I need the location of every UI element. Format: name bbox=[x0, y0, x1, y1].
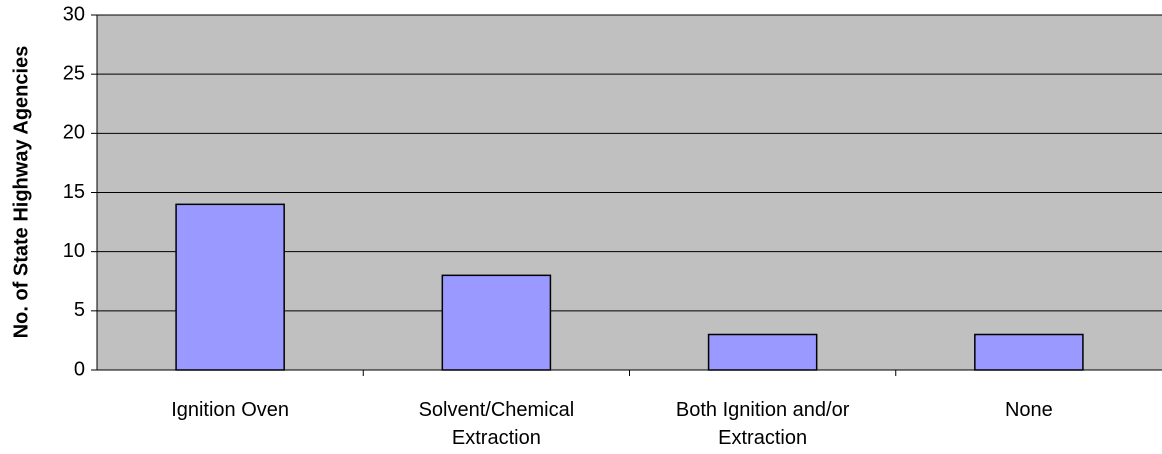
y-axis-label: No. of State Highway Agencies bbox=[10, 46, 32, 339]
x-tick-label: None bbox=[1004, 399, 1053, 421]
bar bbox=[175, 203, 285, 371]
y-tick-label: 15 bbox=[63, 181, 85, 203]
x-tick-label: Ignition Oven bbox=[171, 399, 290, 421]
y-tick-label: 5 bbox=[74, 299, 85, 321]
y-tick-label: 25 bbox=[63, 62, 85, 84]
y-tick-label: 30 bbox=[63, 3, 85, 25]
x-tick-label: Both Ignition and/or Extraction bbox=[675, 399, 850, 449]
bar bbox=[974, 333, 1084, 371]
y-tick-label: 10 bbox=[63, 240, 85, 262]
bar bbox=[707, 333, 818, 371]
y-tick-label: 20 bbox=[63, 122, 85, 144]
x-tick-label: Solvent/Chemical Extraction bbox=[418, 399, 575, 449]
y-tick-label: 0 bbox=[74, 358, 85, 380]
bar bbox=[441, 274, 552, 371]
